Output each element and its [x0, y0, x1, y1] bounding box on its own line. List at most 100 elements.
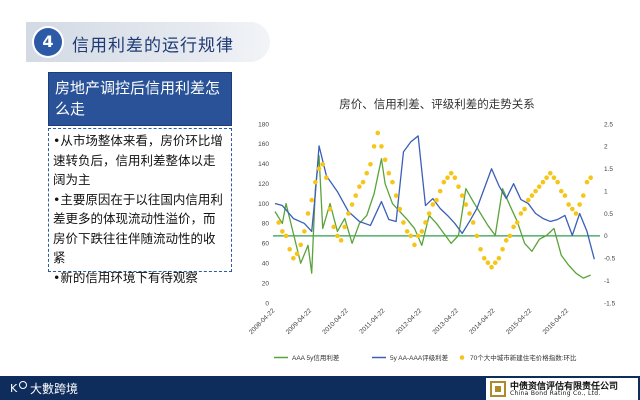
page-title: 信用利差的运行规律 [72, 36, 234, 56]
y-left-tick-label: 120 [258, 181, 269, 188]
house-price-point [371, 144, 377, 149]
house-price-point [577, 202, 582, 207]
legend-label-3: 70个大中城市新建住宅价格指数:环比 [470, 353, 577, 362]
x-tick-label: 2009-04-22 [285, 307, 314, 336]
house-price-point [404, 229, 410, 234]
legend-marker-3 [459, 355, 465, 360]
y-right-tick-label: 1 [604, 188, 608, 195]
house-price-point [566, 202, 571, 207]
house-price-point [448, 170, 454, 176]
house-price-point [581, 193, 586, 198]
house-price-point [331, 224, 337, 230]
house-price-point [441, 179, 447, 185]
house-price-point [485, 260, 491, 266]
house-price-point [562, 193, 568, 198]
y-right-tick-label: 0 [604, 233, 608, 240]
house-price-point [327, 206, 333, 212]
house-price-point [437, 188, 443, 194]
house-price-point [445, 175, 450, 180]
x-tick-label: 2015-04-22 [505, 307, 534, 336]
bullet-list: •从市场整体来看，房价环比增速转负后，信用利差整体以走阔为主 •主要原因在于以往… [53, 131, 227, 287]
house-price-point [423, 220, 428, 225]
house-price-point [584, 179, 590, 185]
house-price-point [478, 247, 483, 252]
house-price-point [353, 193, 359, 198]
house-price-point [558, 188, 564, 194]
brand-logo-text: 大數跨境 [30, 382, 79, 396]
house-price-point [415, 233, 421, 239]
house-price-point [573, 211, 579, 216]
house-price-point [280, 229, 285, 234]
x-tick-label: 2010-04-22 [321, 307, 350, 336]
house-price-point [540, 179, 546, 185]
bullet-item-2: •主要原因在于以往国内信用利差更多的体现流动性溢价，而房价下跌往往伴随流动性的收… [53, 191, 223, 266]
aa-aaa-spread-line [274, 135, 595, 260]
company-logo-area [486, 378, 638, 400]
house-price-point [294, 251, 300, 257]
trend-chart: 房价、信用利差、评级利差的走势关系02040608010012014016018… [248, 97, 616, 362]
house-price-point [364, 170, 370, 176]
y-left-tick-label: 20 [262, 280, 270, 287]
house-price-point [430, 202, 436, 207]
house-price-point [467, 211, 472, 216]
x-tick-label: 2008-04-22 [248, 307, 277, 336]
house-price-point [507, 233, 513, 239]
house-price-point [287, 247, 292, 252]
house-price-point [547, 170, 553, 176]
y-left-tick-label: 80 [262, 221, 270, 228]
house-price-point [481, 255, 487, 261]
house-price-point [533, 188, 538, 194]
house-price-point [500, 247, 505, 252]
x-tick-label: 2013-04-22 [431, 307, 460, 336]
house-price-point [320, 161, 326, 167]
brand-logo-icon: K [10, 381, 27, 395]
bullet-item-1: •从市场整体来看，房价环比增速转负后，信用利差整体以走阔为主 [53, 133, 223, 187]
house-price-point [452, 175, 458, 180]
house-price-point [357, 184, 362, 189]
house-price-point [496, 255, 502, 261]
house-price-point [570, 206, 575, 212]
left-panel-title: 房地产调控后信用利差怎么走 [55, 79, 221, 118]
company-name-cn: 中债资信评估有限责任公司 [510, 382, 619, 392]
house-price-point [459, 193, 465, 198]
x-tick-label: 2014-04-22 [468, 307, 497, 336]
x-tick-label: 2011-04-22 [358, 307, 386, 335]
house-price-point [346, 211, 351, 216]
house-price-point [588, 175, 593, 180]
house-price-point [474, 233, 480, 239]
y-left-tick-label: 160 [258, 141, 269, 148]
y-left-tick-label: 0 [265, 300, 269, 307]
house-price-point [390, 179, 395, 185]
house-price-point [489, 264, 494, 270]
y-left-tick-label: 140 [258, 161, 269, 168]
bullet-item-3: •新的信用环境下有待观察 [53, 269, 198, 285]
house-price-point [511, 224, 516, 230]
y-right-tick-label: 0.5 [604, 211, 613, 218]
house-price-point [393, 193, 399, 198]
house-price-point [529, 193, 535, 198]
left-panel-title-box: 房地产调控后信用利差怎么走 [48, 72, 232, 126]
legend-label-1: AAA 5y信用利差 [292, 353, 340, 362]
y-left-tick-label: 180 [258, 121, 269, 128]
house-price-point [492, 260, 498, 266]
house-price-point [379, 144, 384, 149]
svg-text:K: K [10, 382, 18, 395]
y-right-tick-label: -1.5 [604, 300, 616, 307]
header-bar [26, 22, 270, 62]
x-tick-label: 2016-04-22 [542, 307, 571, 336]
y-left-tick-label: 100 [258, 201, 269, 208]
y-right-tick-label: 1.5 [604, 166, 613, 173]
house-price-point [397, 206, 403, 212]
x-tick-label: 2012-04-22 [395, 307, 424, 336]
house-price-point [463, 202, 469, 207]
house-price-point [276, 220, 281, 225]
left-panel-body: •从市场整体来看，房价环比增速转负后，信用利差整体以走阔为主 •主要原因在于以往… [48, 128, 232, 285]
house-price-point [434, 197, 439, 203]
house-price-point [470, 220, 476, 225]
house-price-point [525, 197, 531, 203]
house-price-point [536, 184, 542, 189]
section-number-badge: 4 [34, 28, 62, 56]
house-price-point [342, 224, 348, 230]
house-price-point [335, 233, 340, 239]
